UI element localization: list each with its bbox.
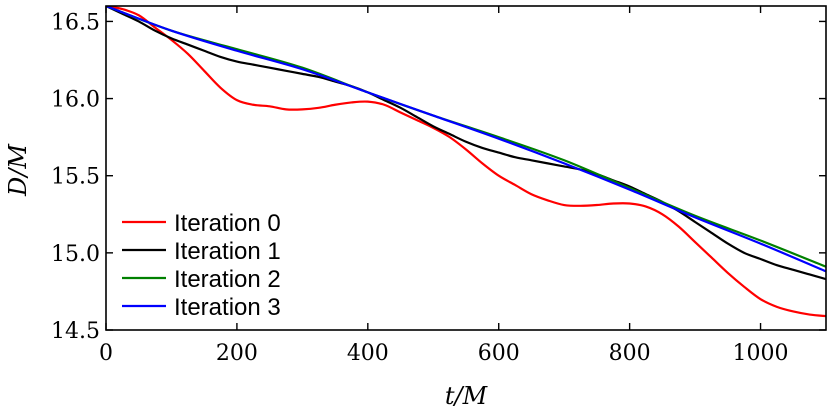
x-tick-label: 200 (216, 341, 258, 366)
y-tick-label: 16.0 (51, 88, 100, 113)
plot-frame (105, 5, 827, 331)
legend-label-iteration-2: Iteration 2 (174, 266, 281, 293)
y-tick-label: 15.5 (51, 165, 100, 190)
x-tick-label: 800 (609, 341, 651, 366)
plot-area (105, 5, 827, 331)
series-lines (106, 6, 826, 318)
x-tick-label: 600 (478, 341, 520, 366)
y-tick-label: 16.5 (51, 10, 100, 35)
y-tick-label: 14.5 (51, 319, 100, 344)
legend-label-iteration-0: Iteration 0 (174, 210, 281, 237)
series-line-iteration-0 (106, 6, 826, 318)
y-axis-label: D/M (4, 143, 32, 197)
x-tick-label: 1000 (733, 341, 789, 366)
x-tick-label: 400 (347, 341, 389, 366)
y-tick-label: 15.0 (51, 242, 100, 267)
x-axis-ticks: 0 200 400 600 800 1000 (99, 6, 789, 366)
series-line-iteration-1 (106, 6, 826, 281)
legend-label-iteration-1: Iteration 1 (174, 238, 281, 265)
x-axis-label: t/M (445, 382, 489, 410)
legend-label-iteration-3: Iteration 3 (174, 294, 281, 321)
x-tick-label: 0 (99, 341, 113, 366)
series-line-iteration-3 (106, 6, 826, 273)
y-axis-ticks: 14.5 15.0 15.5 16.0 16.5 (51, 10, 826, 344)
